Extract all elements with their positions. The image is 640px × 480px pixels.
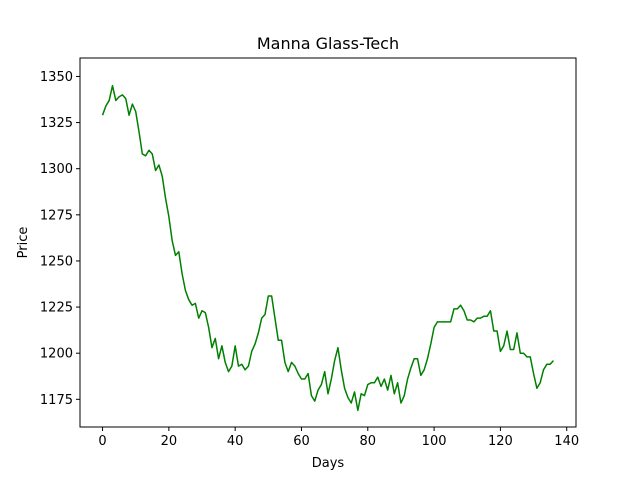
y-tick-label: 1225: [40, 301, 73, 316]
x-tick-label: 140: [554, 434, 579, 449]
x-axis-label: Days: [312, 456, 345, 471]
x-tick-label: 0: [98, 434, 106, 449]
y-axis-label: Price: [16, 227, 31, 259]
y-axis-ticks: 1175 1200 1225 1250 1275 1300 1325 1350: [40, 70, 80, 408]
chart-title: Manna Glass-Tech: [257, 34, 399, 53]
x-axis-ticks: 0 20 40 60 80 100 120 140: [98, 427, 579, 449]
plot-frame: [79, 57, 577, 428]
x-tick-label: 60: [293, 434, 310, 449]
y-tick-label: 1350: [40, 70, 73, 85]
x-tick-label: 80: [360, 434, 377, 449]
price-series-line: [101, 84, 555, 412]
y-tick-label: 1275: [40, 208, 73, 223]
y-tick-label: 1175: [40, 393, 73, 408]
x-tick-label: 20: [161, 434, 178, 449]
y-tick-label: 1200: [40, 347, 73, 362]
x-tick-label: 120: [488, 434, 513, 449]
y-tick-label: 1325: [40, 116, 73, 131]
x-tick-label: 40: [227, 434, 244, 449]
y-tick-label: 1300: [40, 162, 73, 177]
y-tick-label: 1250: [40, 254, 73, 269]
x-tick-label: 100: [422, 434, 447, 449]
